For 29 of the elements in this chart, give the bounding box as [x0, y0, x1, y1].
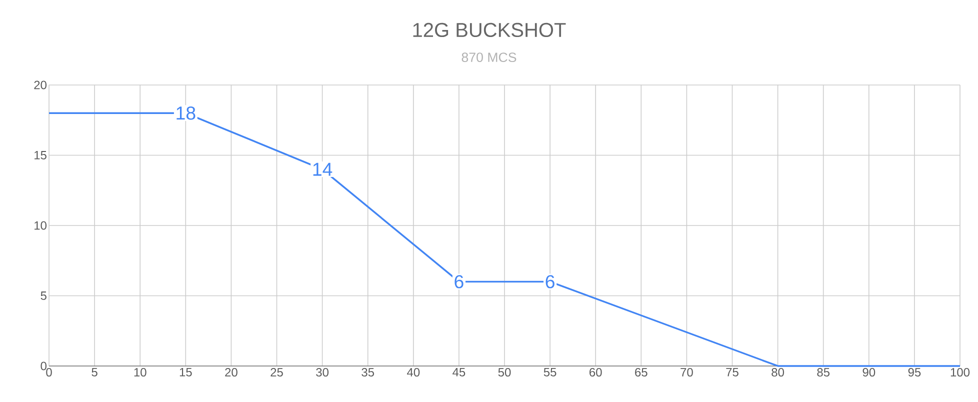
y-tick-label: 5	[40, 292, 46, 300]
x-tick-label: 40	[407, 368, 420, 377]
x-tick-label: 10	[134, 368, 146, 377]
x-tick-label: 25	[270, 368, 283, 377]
x-tick-label: 30	[316, 368, 329, 377]
y-tick-label: 10	[34, 221, 47, 230]
chart-subtitle: 870 MCS	[462, 52, 516, 62]
x-tick-label: 65	[635, 368, 648, 377]
x-tick-label: 70	[680, 368, 693, 377]
x-tick-label: 60	[590, 368, 602, 377]
y-tick-label: 0	[40, 362, 47, 370]
y-tick-label: 15	[34, 151, 46, 160]
x-tick-label: 100	[950, 368, 970, 377]
data-label: 6	[454, 275, 464, 288]
x-tick-label: 95	[908, 368, 921, 377]
x-tick-label: 5	[92, 368, 98, 376]
chart-title: 12G BUCKSHOT	[413, 22, 566, 38]
x-tick-label: 55	[544, 368, 556, 376]
x-tick-label: 80	[772, 368, 784, 377]
x-tick-label: 90	[862, 368, 876, 377]
y-tick-label: 20	[34, 80, 47, 90]
data-label: 6	[546, 275, 554, 288]
x-tick-label: 50	[498, 368, 511, 377]
x-tick-label: 75	[726, 368, 738, 376]
x-tick-label: 35	[362, 368, 374, 377]
x-tick-label: 15	[180, 368, 192, 376]
x-tick-label: 20	[225, 368, 238, 377]
x-tick-label: 45	[452, 368, 466, 376]
x-tick-label: 85	[817, 368, 830, 377]
